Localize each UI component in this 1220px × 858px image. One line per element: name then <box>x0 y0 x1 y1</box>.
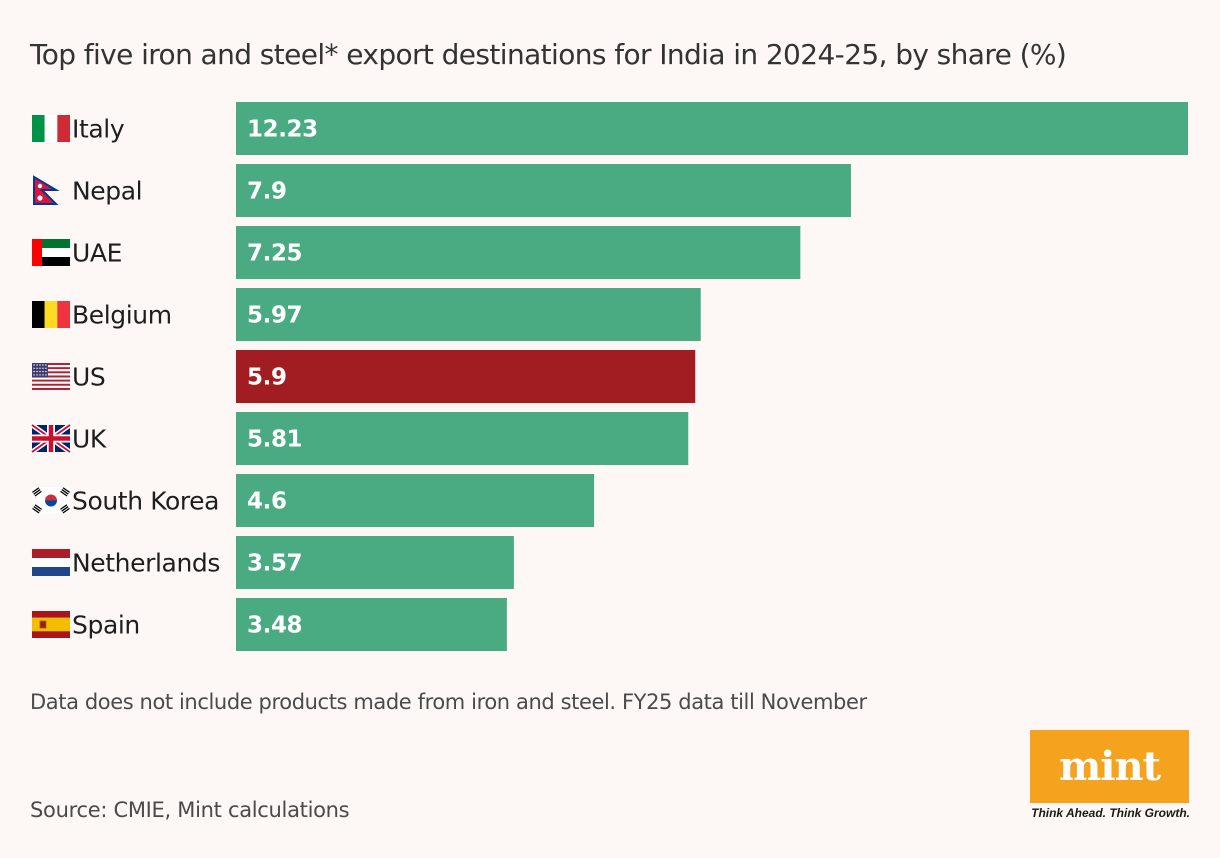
category-label: Nepal <box>72 177 142 206</box>
logo-text: mint <box>1058 743 1161 790</box>
footnote: Data does not include products made from… <box>30 690 867 714</box>
uk-flag-icon <box>30 422 72 455</box>
netherlands-flag-icon <box>32 549 70 576</box>
category-label: Italy <box>72 115 125 144</box>
category-label: Belgium <box>72 301 172 330</box>
bar-belgium <box>236 288 701 341</box>
value-label: 4.6 <box>247 489 287 515</box>
chart-title: Top five iron and steel* export destinat… <box>30 38 1067 71</box>
category-label: UK <box>72 425 107 454</box>
belgium-flag-icon <box>32 301 70 328</box>
value-label: 5.9 <box>247 365 287 391</box>
bar-south-korea <box>236 474 595 527</box>
category-label: Spain <box>72 611 140 640</box>
category-label: Netherlands <box>72 549 220 578</box>
bar-uae <box>236 226 801 279</box>
source-note: Source: CMIE, Mint calculations <box>30 798 350 822</box>
nepal-flag-icon <box>33 175 60 205</box>
bar-italy <box>236 102 1188 155</box>
category-label: US <box>72 363 105 392</box>
value-label: 7.9 <box>247 179 287 205</box>
value-label: 5.81 <box>247 427 302 453</box>
value-label: 3.57 <box>247 551 302 577</box>
us-flag-icon <box>32 363 70 390</box>
south-korea-flag-icon <box>32 487 70 514</box>
spain-flag-icon <box>32 611 70 638</box>
logo-tagline: Think Ahead. Think Growth. <box>1031 806 1190 820</box>
uae-flag-icon <box>32 239 70 266</box>
category-label: South Korea <box>72 487 219 516</box>
bar-spain <box>236 598 507 651</box>
bar-us <box>236 350 696 403</box>
italy-flag-icon <box>32 115 70 142</box>
value-label: 7.25 <box>247 241 302 267</box>
bar-netherlands <box>236 536 514 589</box>
value-label: 12.23 <box>247 117 318 143</box>
bar-chart: Italy 12.23 Nepal 7.9 UAE 7.25 Belgium 5.97 US 5.… <box>30 102 1188 651</box>
mint-logo: mint <box>1030 730 1189 803</box>
value-label: 5.97 <box>247 303 302 329</box>
category-label: UAE <box>72 239 122 268</box>
bar-nepal <box>236 164 851 217</box>
value-label: 3.48 <box>247 613 302 639</box>
bar-uk <box>236 412 689 465</box>
